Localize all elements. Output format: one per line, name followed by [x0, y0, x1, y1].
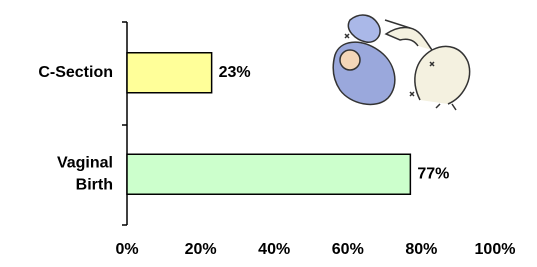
x-tick-label: 80%	[405, 241, 437, 258]
x-tick-label: 20%	[185, 241, 217, 258]
bar	[127, 53, 212, 93]
x-tick-label: 100%	[475, 241, 516, 258]
x-tick-label: 40%	[258, 241, 290, 258]
value-label: 23%	[219, 64, 251, 81]
value-label: 77%	[417, 165, 449, 182]
stork-clipart	[333, 15, 469, 110]
x-tick-label: 60%	[332, 241, 364, 258]
chart: 0% 20% 40% 60% 80% 100% C-Section 23% VaginalBir…	[0, 0, 537, 267]
bar	[127, 154, 410, 194]
x-tick-label: 0%	[115, 241, 138, 258]
y-tick-label: C-Section	[38, 64, 113, 81]
